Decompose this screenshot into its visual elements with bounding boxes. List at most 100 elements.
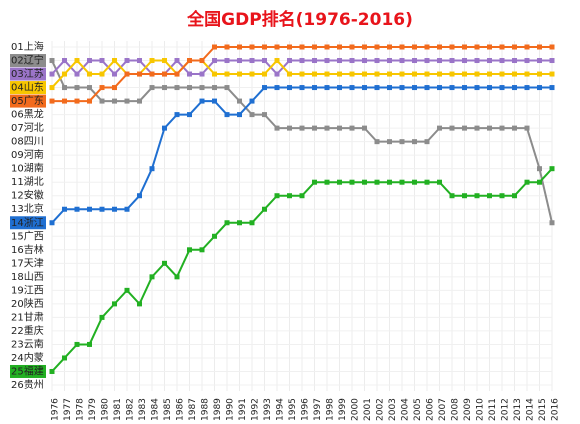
point — [124, 58, 130, 64]
y-tick-label: 01上海 — [11, 40, 44, 53]
point — [462, 193, 467, 199]
point — [62, 206, 67, 212]
y-tick-label: 15广西 — [11, 230, 44, 242]
point — [137, 71, 142, 77]
point — [312, 125, 317, 131]
y-tick-highlight — [10, 67, 46, 81]
point — [499, 85, 505, 91]
point — [187, 85, 192, 91]
y-tick-label: 19江西 — [11, 284, 44, 296]
point — [174, 112, 180, 118]
point — [349, 44, 355, 50]
x-tick-label: 2002 — [376, 398, 386, 421]
y-tick-label: 06黑龙 — [11, 108, 44, 121]
y-tick-label: 25福建 — [11, 364, 44, 377]
point — [362, 44, 367, 50]
point — [99, 85, 105, 91]
x-tick-label: 2011 — [488, 398, 498, 421]
point — [199, 71, 205, 77]
point — [387, 71, 392, 77]
point — [299, 58, 305, 64]
y-tick-highlight — [10, 54, 46, 68]
point — [362, 71, 367, 77]
point — [137, 98, 142, 104]
point — [49, 220, 55, 226]
point — [212, 71, 217, 77]
x-tick-label: 2005 — [413, 398, 423, 421]
x-tick-label: 2010 — [476, 398, 486, 421]
point — [162, 58, 167, 64]
point — [524, 58, 530, 64]
point — [549, 85, 555, 91]
point — [187, 247, 192, 253]
point — [437, 125, 442, 131]
x-tick-label: 2007 — [438, 398, 448, 421]
point — [487, 58, 492, 64]
point — [537, 85, 542, 91]
point — [474, 71, 480, 77]
point — [412, 179, 417, 185]
x-tick-label: 1977 — [63, 398, 73, 421]
x-tick-label: 2009 — [463, 398, 473, 421]
point — [449, 85, 455, 91]
point — [287, 44, 292, 50]
y-tick-highlight — [10, 216, 46, 230]
y-tick-label: 18山西 — [11, 271, 44, 283]
point — [374, 58, 380, 64]
point — [137, 301, 142, 307]
point — [412, 58, 417, 64]
point — [412, 139, 417, 145]
point — [312, 71, 317, 77]
point — [374, 71, 380, 77]
point — [212, 85, 217, 91]
point — [312, 58, 317, 64]
point — [299, 44, 305, 50]
x-tick-label: 2003 — [388, 398, 398, 421]
x-tick-label: 2001 — [363, 398, 373, 421]
point — [212, 98, 217, 104]
y-tick-label: 17天津 — [11, 257, 44, 269]
y-tick-label: 13北京 — [11, 202, 44, 215]
point — [362, 58, 367, 64]
point — [62, 85, 67, 91]
point — [249, 112, 255, 118]
point — [424, 58, 430, 64]
point — [174, 274, 180, 280]
y-tick-label: 07河北 — [11, 122, 44, 134]
point — [87, 98, 92, 104]
y-tick-label: 20陕西 — [11, 297, 44, 310]
x-tick-label: 1986 — [176, 398, 186, 421]
x-tick-label: 1994 — [276, 398, 286, 421]
x-tick-label: 1992 — [251, 398, 261, 421]
point — [324, 85, 330, 91]
point — [537, 58, 542, 64]
point — [337, 44, 342, 50]
point — [187, 58, 192, 64]
point — [462, 125, 467, 131]
point — [199, 58, 205, 64]
point — [299, 193, 305, 199]
y-tick-label: 12安徽 — [11, 189, 44, 202]
point — [212, 233, 217, 239]
point — [237, 220, 242, 226]
point — [237, 112, 242, 118]
point — [274, 44, 280, 50]
point — [374, 85, 380, 91]
point — [49, 71, 55, 77]
point — [62, 71, 67, 77]
point — [387, 179, 392, 185]
point — [99, 206, 105, 212]
point — [262, 58, 267, 64]
point — [312, 179, 317, 185]
point — [112, 58, 117, 64]
y-tick-label: 26贵州 — [11, 378, 44, 391]
point — [399, 139, 405, 145]
point — [224, 85, 230, 91]
point — [112, 71, 117, 77]
point — [387, 58, 392, 64]
point — [449, 44, 455, 50]
point — [424, 139, 430, 145]
y-tick-label: 23云南 — [11, 337, 44, 350]
point — [299, 85, 305, 91]
point — [537, 179, 542, 185]
